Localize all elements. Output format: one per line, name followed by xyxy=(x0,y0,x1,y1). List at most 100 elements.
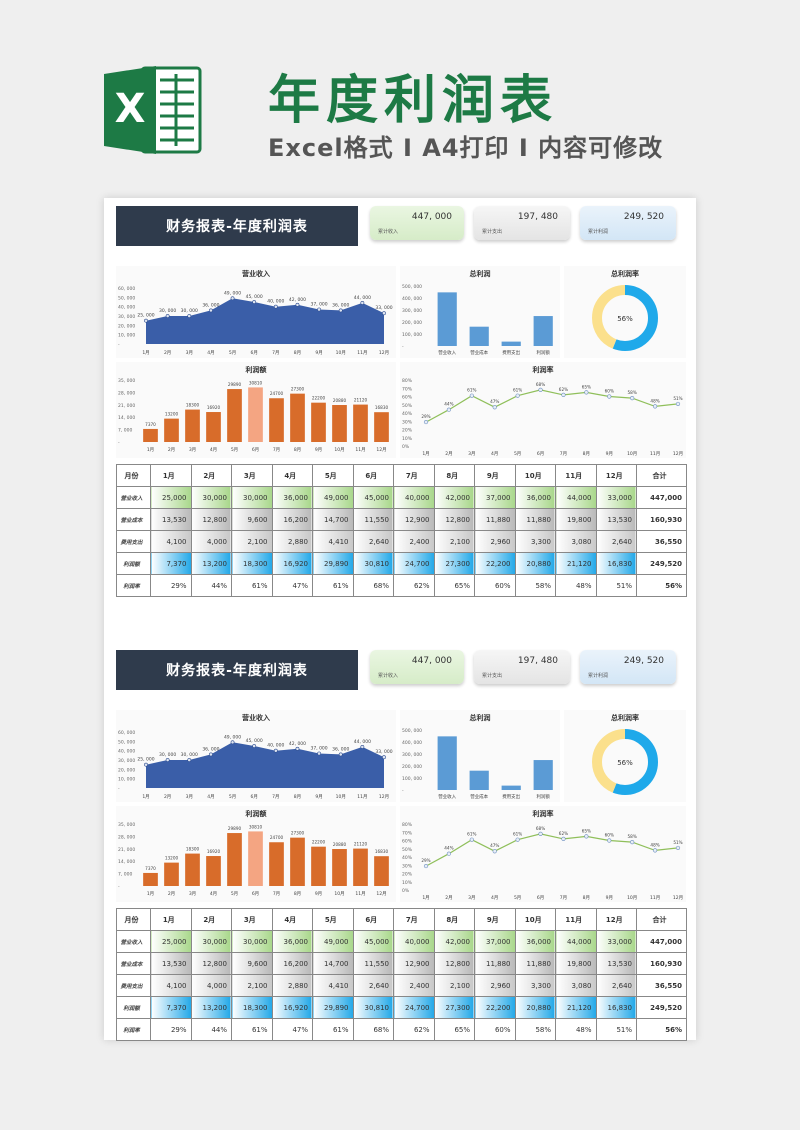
table-cell: 33,000 xyxy=(595,486,637,509)
x-tick-label: 11月 xyxy=(650,895,660,901)
y-tick-label: 70% xyxy=(402,386,413,392)
x-tick-label: 12月 xyxy=(376,447,386,453)
column-header: 2月 xyxy=(190,464,232,487)
data-point xyxy=(252,744,257,748)
column-header: 3月 xyxy=(231,908,273,931)
profit-bar-chart: 35, 000 28, 000 21, 000 14, 000 7, 000 - 7370 1… xyxy=(118,822,389,897)
y-tick-label: 7, 000 xyxy=(118,428,132,434)
bar xyxy=(164,862,179,886)
kpi-card-expense: 197, 480 累计支出 xyxy=(474,206,570,240)
y-tick-label: 50% xyxy=(402,403,413,409)
table-cell: 58% xyxy=(514,1018,556,1041)
column-header: 1月 xyxy=(150,908,192,931)
data-point xyxy=(165,314,170,318)
x-tick-label: 3月 xyxy=(189,891,196,897)
table-cell: 16,920 xyxy=(271,996,313,1019)
x-tick-label: 8月 xyxy=(294,350,301,356)
bar xyxy=(227,833,242,886)
column-header: 3月 xyxy=(231,464,273,487)
data-label: 16830 xyxy=(375,849,389,854)
data-point xyxy=(382,755,386,760)
profit-table: 月份 1月 2月 3月 4月 5月 6月 7月 8月 9月 10月 11月 12月 合计 营业收入 25,0… xyxy=(116,464,687,597)
data-label: 13200 xyxy=(165,412,179,417)
x-tick-label: 9月 xyxy=(606,451,613,457)
profit-bar-chart: 35, 000 28, 000 21, 000 14, 000 7, 000 - 7370 1… xyxy=(118,378,389,453)
x-tick-label: 3月 xyxy=(186,794,193,800)
bar xyxy=(469,326,489,346)
row-total: 249,520 xyxy=(636,552,687,575)
data-label: 49, 000 xyxy=(224,290,241,296)
data-label: 36, 000 xyxy=(202,746,219,752)
x-tick-label: 5月 xyxy=(231,447,238,453)
table-cell: 36,000 xyxy=(271,486,313,509)
table-cell: 12,800 xyxy=(433,952,475,975)
margin-line xyxy=(425,833,679,867)
row-label: 营业成本 xyxy=(116,508,151,531)
table-cell: 22,200 xyxy=(474,996,516,1019)
table-cell: 16,200 xyxy=(271,952,313,975)
data-label: 29% xyxy=(421,414,430,419)
data-point xyxy=(338,308,343,313)
bar xyxy=(185,853,200,886)
table-cell: 12,900 xyxy=(393,952,435,975)
table-cell: 68% xyxy=(352,574,394,597)
data-label: 27300 xyxy=(291,831,305,836)
data-label: 16830 xyxy=(375,405,389,410)
row-total: 160,930 xyxy=(636,508,687,531)
kpi-card-profit: 249, 520 累计利润 xyxy=(580,650,676,684)
donut-label: 56% xyxy=(617,315,633,323)
row-label: 费用支出 xyxy=(116,530,151,553)
x-tick-label: 10月 xyxy=(627,895,637,901)
table-cell: 45,000 xyxy=(352,486,394,509)
row-total: 447,000 xyxy=(636,486,687,509)
table-cell: 51% xyxy=(595,1018,637,1041)
y-tick-label: 21, 000 xyxy=(118,403,135,409)
kpi-label: 累计利润 xyxy=(588,673,609,679)
table-row: 利润率 29% 44% 61% 47% 61% 68% 62% 65% 60% 58% 48% 51% 5… xyxy=(116,1018,687,1041)
table-row: 利润额 7,370 13,200 18,300 16,920 29,890 30,810 24… xyxy=(116,552,687,575)
y-tick-label: 10, 000 xyxy=(118,333,135,339)
table-cell: 14,700 xyxy=(312,952,354,975)
data-point xyxy=(295,746,300,751)
data-point xyxy=(675,845,681,851)
bar xyxy=(311,402,326,442)
data-point xyxy=(230,296,235,301)
data-label: 37, 000 xyxy=(310,301,327,307)
y-tick-label: 7, 000 xyxy=(118,872,132,878)
table-cell: 2,100 xyxy=(231,974,273,997)
x-tick-label: 10月 xyxy=(336,794,346,800)
y-tick-label: 400, 000 xyxy=(402,296,422,302)
data-label: 44, 000 xyxy=(354,739,371,745)
column-header: 月份 xyxy=(116,908,151,931)
column-header: 6月 xyxy=(352,464,394,487)
data-label: 13200 xyxy=(165,856,179,861)
y-tick-label: 500, 000 xyxy=(402,284,422,290)
data-point xyxy=(561,836,566,841)
table-cell: 4,000 xyxy=(190,530,232,553)
x-tick-label: 7月 xyxy=(272,794,279,800)
table-cell: 11,550 xyxy=(352,952,394,975)
data-point xyxy=(607,394,612,399)
column-header: 12月 xyxy=(595,908,637,931)
table-cell: 61% xyxy=(312,574,354,597)
table-cell: 12,800 xyxy=(190,508,232,531)
margin-donut-panel: 总利润率 56% xyxy=(564,710,686,802)
y-tick-label: 30, 000 xyxy=(118,758,135,764)
x-tick-label: 营业成本 xyxy=(470,349,488,356)
x-tick-label: 7月 xyxy=(560,451,567,457)
data-label: 21120 xyxy=(354,398,368,403)
kpi-label: 累计支出 xyxy=(482,673,503,679)
bar xyxy=(469,770,489,790)
data-label: 20880 xyxy=(333,842,347,847)
column-header: 11月 xyxy=(555,908,597,931)
data-label: 7370 xyxy=(145,422,156,427)
column-header: 合计 xyxy=(636,908,687,931)
y-tick-label: 35, 000 xyxy=(118,378,135,384)
y-tick-label: - xyxy=(118,787,120,792)
table-cell: 3,080 xyxy=(555,974,597,997)
row-total: 56% xyxy=(636,574,687,597)
table-cell: 30,000 xyxy=(190,930,232,953)
data-label: 42, 000 xyxy=(289,741,306,747)
bar xyxy=(248,831,263,886)
table-cell: 13,200 xyxy=(190,996,232,1019)
